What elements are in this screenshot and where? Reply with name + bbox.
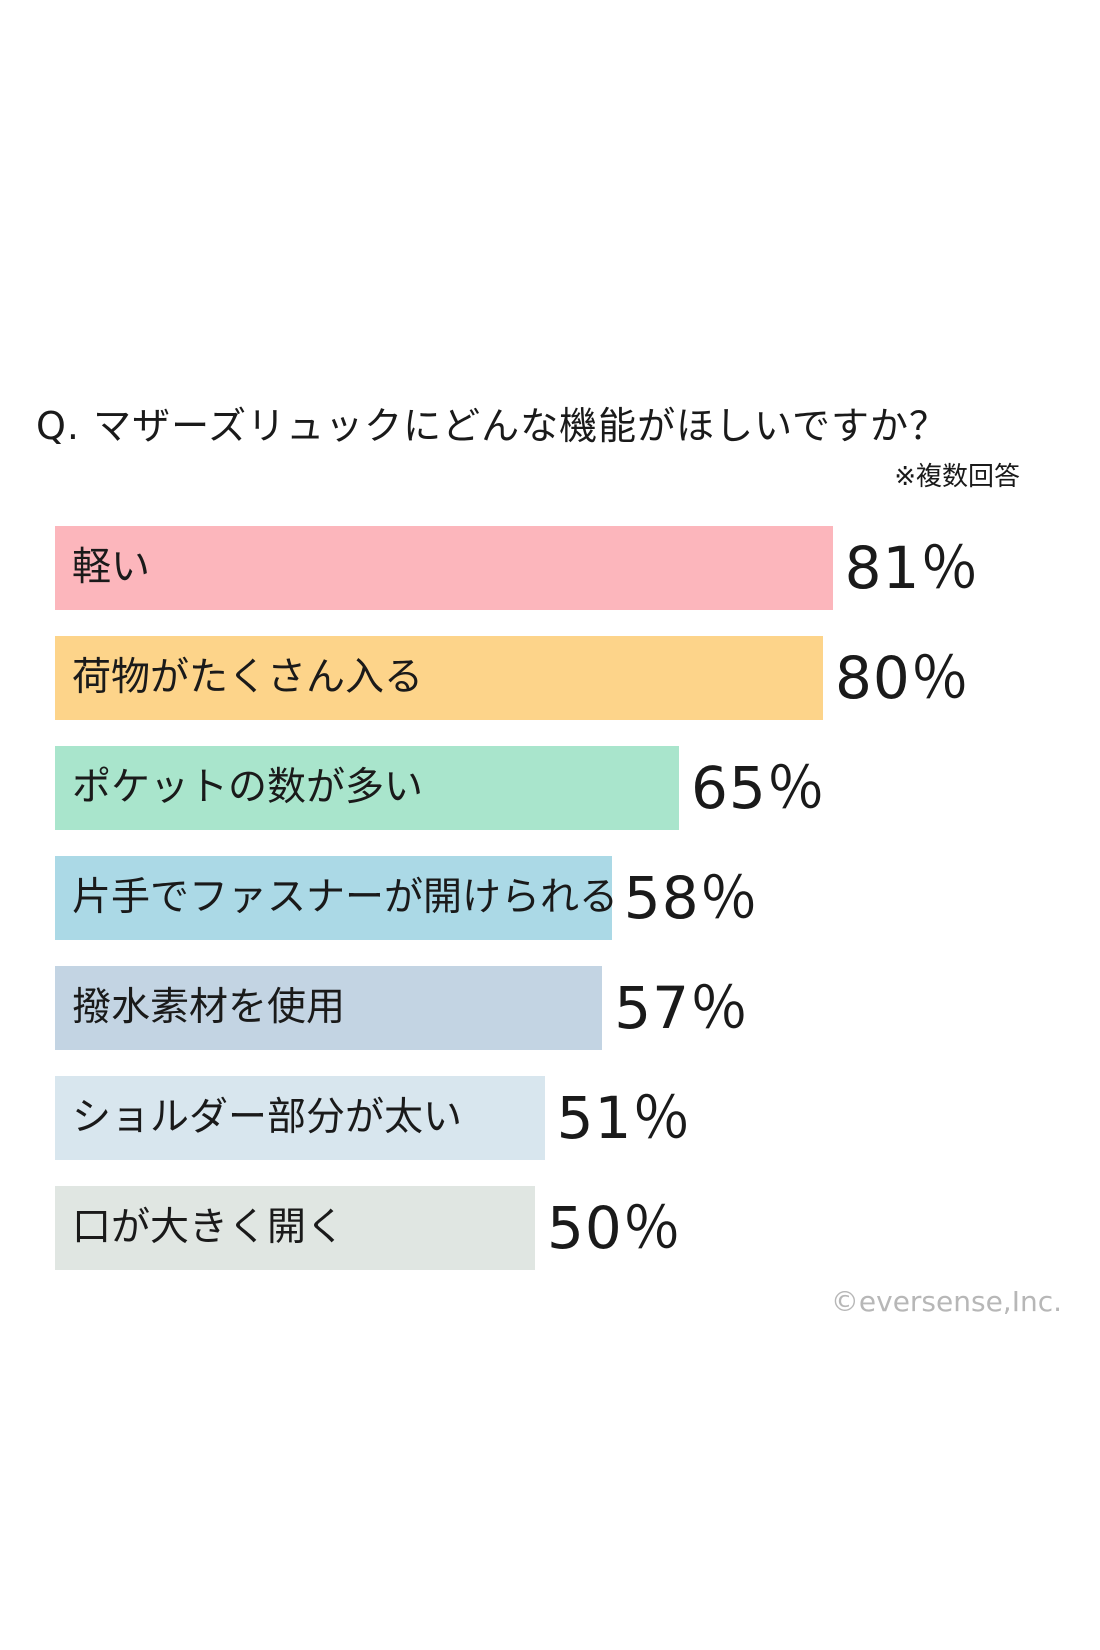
bar-4 bbox=[55, 966, 603, 1050]
bar-3 bbox=[55, 856, 612, 940]
bar-value-3: 58％ bbox=[623, 864, 759, 932]
bar-0 bbox=[55, 526, 833, 610]
bar-label-2: ポケットの数が多い bbox=[72, 765, 424, 810]
bar-value-5: 51％ bbox=[556, 1084, 692, 1152]
bar-label-4: 撥水素材を使用 bbox=[72, 985, 346, 1030]
bar-value-1: 80％ bbox=[835, 644, 970, 712]
bar-6 bbox=[55, 1186, 535, 1270]
copyright-credit: ©eversense,Inc. bbox=[830, 1285, 1062, 1318]
multiple-answer-note: ※複数回答 bbox=[894, 462, 1020, 492]
bar-label-0: 軽い bbox=[72, 545, 151, 590]
bar-label-6: 口が大きく開く bbox=[72, 1205, 346, 1250]
bar-2 bbox=[55, 746, 679, 830]
chart-question: Q. マザーズリュックにどんな機能がほしいですか？ bbox=[36, 404, 949, 448]
bar-value-4: 57％ bbox=[614, 974, 749, 1042]
bar-label-5: ショルダー部分が太い bbox=[72, 1095, 463, 1140]
bar-value-2: 65％ bbox=[691, 754, 826, 822]
bar-value-6: 50％ bbox=[547, 1194, 682, 1262]
bar-label-3: 片手でファスナーが開けられる bbox=[72, 875, 619, 920]
bar-1 bbox=[55, 636, 823, 720]
bar-value-0: 81％ bbox=[844, 534, 980, 602]
bar-5 bbox=[55, 1076, 545, 1160]
bar-label-1: 荷物がたくさん入る bbox=[72, 655, 424, 700]
